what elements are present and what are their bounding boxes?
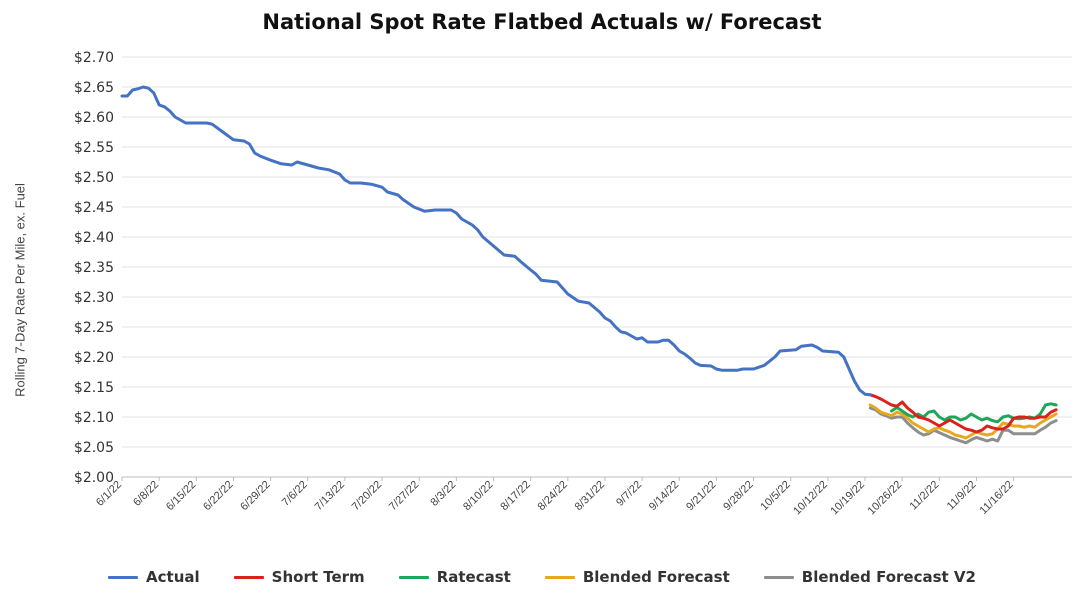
- y-tick-label: $2.15: [74, 380, 114, 396]
- x-tick-label: 11/9/22: [945, 479, 979, 513]
- x-tick-label: 9/14/22: [647, 479, 681, 513]
- y-tick-label: $2.55: [74, 140, 114, 156]
- x-tick-label: 8/10/22: [461, 479, 495, 513]
- x-tick-label: 8/3/22: [428, 479, 458, 509]
- x-tick-label: 7/13/22: [313, 479, 347, 513]
- x-tick-label: 10/19/22: [828, 479, 867, 518]
- x-tick-label: 11/2/22: [908, 479, 942, 513]
- legend-item-blended-forecast: Blended Forecast: [544, 568, 730, 586]
- legend-label-blended-forecast-v2: Blended Forecast V2: [801, 568, 976, 586]
- legend-label-actual: Actual: [146, 568, 200, 586]
- x-tick-label: 8/17/22: [498, 479, 532, 513]
- y-tick-label: $2.40: [74, 230, 114, 246]
- x-tick-label: 7/20/22: [350, 479, 384, 513]
- legend-label-ratecast: Ratecast: [436, 568, 511, 586]
- y-tick-label: $2.20: [74, 350, 114, 366]
- series-line-blended-forecast: [868, 403, 1058, 440]
- legend-item-blended-forecast-v2: Blended Forecast V2: [763, 568, 976, 586]
- y-tick-label: $2.35: [74, 260, 114, 276]
- legend-label-blended-forecast: Blended Forecast: [582, 568, 730, 586]
- series-line-short-term: [868, 393, 1058, 434]
- gridlines: [122, 56, 1072, 478]
- y-tick-label: $2.05: [74, 440, 114, 456]
- y-tick-label: $2.65: [74, 80, 114, 96]
- legend-swatch-short-term: [233, 575, 264, 579]
- x-tick-label: 6/22/22: [201, 479, 235, 513]
- x-tick-label: 10/26/22: [866, 479, 905, 518]
- y-tick-label: $2.45: [74, 200, 114, 216]
- y-axis-ticks: $2.70 $2.65 $2.60 $2.55 $2.50 $2.45 $2.40 $2.35…: [74, 50, 114, 486]
- x-tick-label: 7/6/22: [280, 479, 310, 509]
- x-tick-label: 10/12/22: [791, 479, 830, 518]
- series-line-actual: [120, 85, 872, 397]
- x-tick-label: 10/5/22: [758, 479, 792, 513]
- x-tick-label: 11/16/22: [978, 479, 1016, 517]
- x-tick-label: 8/31/22: [573, 479, 607, 513]
- legend: Actual Short Term Ratecast Blended Forec…: [0, 568, 1084, 586]
- y-tick-label: $2.10: [74, 410, 114, 426]
- x-tick-label: 9/7/22: [614, 479, 644, 509]
- series-lines: [120, 85, 1058, 445]
- x-tick-label: 6/8/22: [131, 479, 161, 509]
- legend-item-actual: Actual: [108, 568, 200, 586]
- y-tick-label: $2.70: [74, 50, 114, 66]
- x-tick-label: 9/28/22: [721, 479, 755, 513]
- y-tick-label: $2.25: [74, 320, 114, 336]
- legend-swatch-blended-forecast: [544, 575, 575, 579]
- series-line-blended-forecast-v2: [868, 406, 1058, 445]
- x-tick-label: 6/15/22: [164, 479, 198, 513]
- y-tick-label: $2.60: [74, 110, 114, 126]
- x-tick-label: 9/21/22: [684, 479, 718, 513]
- legend-item-short-term: Short Term: [233, 568, 365, 586]
- legend-swatch-blended-forecast-v2: [763, 575, 794, 579]
- x-axis-ticks: 6/1/22 6/8/22 6/15/22 6/22/22 6/29/22 7/6/22 7…: [94, 477, 1016, 517]
- y-tick-label: $2.50: [74, 170, 114, 186]
- legend-swatch-ratecast: [398, 575, 429, 579]
- y-tick-label: $2.30: [74, 290, 114, 306]
- legend-label-short-term: Short Term: [271, 568, 365, 586]
- x-tick-label: 8/24/22: [535, 479, 569, 513]
- chart-title: National Spot Rate Flatbed Actuals w/ Fo…: [262, 10, 822, 34]
- legend-item-ratecast: Ratecast: [398, 568, 511, 586]
- x-tick-label: 6/29/22: [238, 479, 272, 513]
- y-tick-label: $2.00: [74, 470, 114, 486]
- legend-swatch-actual: [108, 575, 139, 579]
- x-tick-label: 7/27/22: [387, 479, 421, 513]
